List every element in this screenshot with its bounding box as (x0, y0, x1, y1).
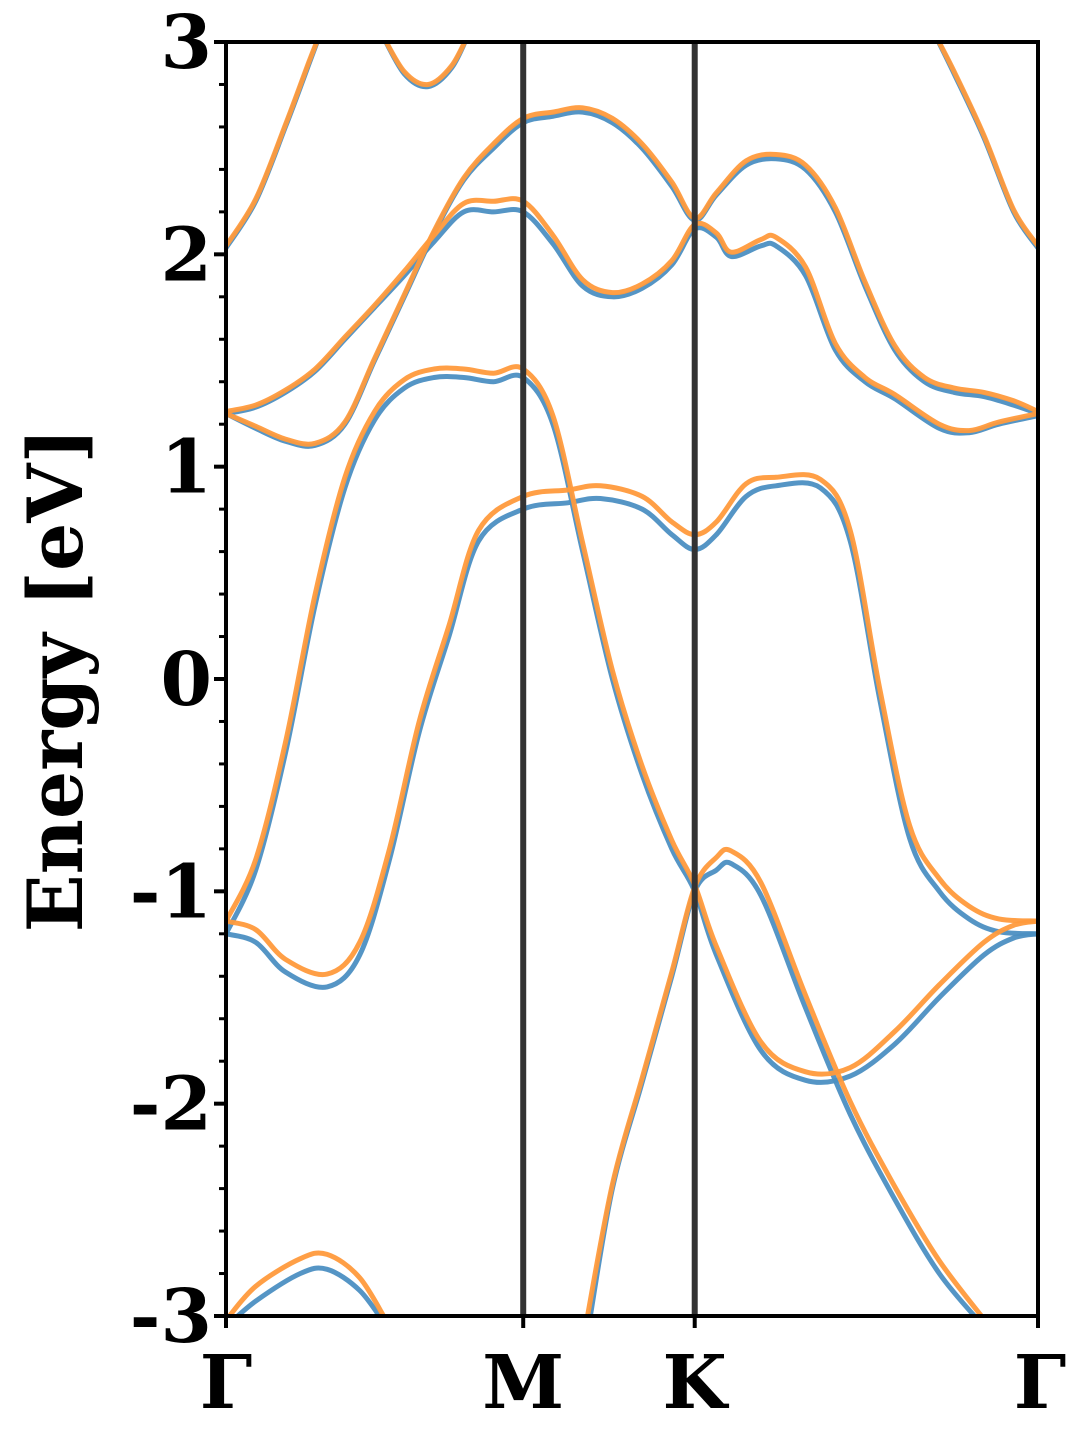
band-line (587, 859, 978, 1316)
band-line (226, 196, 1038, 434)
y-tick-label: -3 (130, 1274, 212, 1360)
band-line (936, 42, 1038, 249)
series-2 (226, 42, 1038, 1316)
band-line (233, 1265, 383, 1316)
band-line (585, 846, 985, 1316)
band-line (226, 105, 1038, 447)
y-tick-label: -1 (130, 849, 212, 935)
band-line (226, 42, 320, 249)
band-line (226, 472, 1038, 978)
y-axis-ticks: -3 -2 -1 0 1 2 3 (130, 0, 226, 1360)
band-line (226, 480, 1038, 990)
y-tick-label: 2 (161, 212, 213, 298)
bands-layer (226, 42, 1038, 1316)
x-tick-label: K (663, 1340, 730, 1426)
band-line (226, 364, 1038, 1077)
band-line (226, 109, 1038, 449)
band-line (383, 42, 468, 88)
y-axis-label: Energy [eV] (11, 428, 100, 933)
y-tick-label: 3 (161, 0, 213, 86)
band-line (226, 207, 1038, 436)
high-symmetry-lines (520, 42, 698, 1316)
y-tick-label: 1 (161, 425, 213, 511)
band-line (226, 1250, 387, 1316)
x-tick-label: Γ (1014, 1340, 1067, 1426)
x-tick-label: M (482, 1340, 564, 1426)
x-tick-label: Γ (200, 1340, 253, 1426)
series-1 (226, 42, 1038, 1316)
y-tick-label: 0 (161, 637, 213, 723)
y-tick-label: -2 (130, 1062, 212, 1148)
